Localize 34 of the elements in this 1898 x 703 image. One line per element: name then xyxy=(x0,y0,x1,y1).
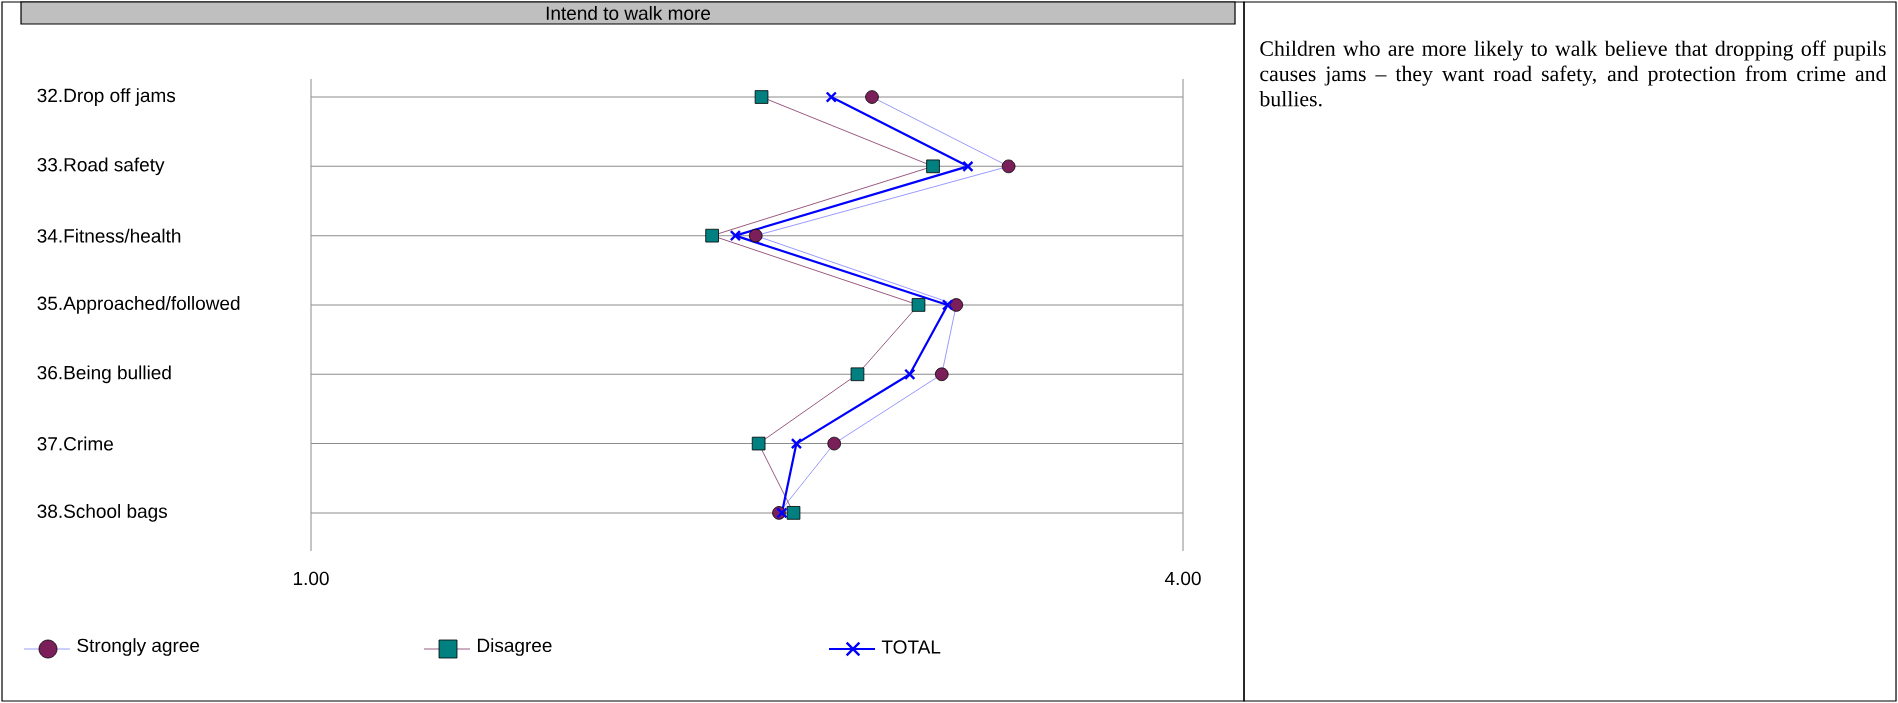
legend-label: Disagree xyxy=(477,638,552,656)
point xyxy=(748,228,763,243)
point xyxy=(729,229,742,242)
point xyxy=(850,367,865,382)
point xyxy=(790,437,803,450)
chart-title: Intend to walk more xyxy=(546,6,711,20)
y-tick-label: 33.Road safety xyxy=(37,157,165,176)
y-tick-label: 38.School bags xyxy=(37,504,167,522)
point xyxy=(962,160,974,173)
y-tick-label: 37.Crime xyxy=(37,436,113,451)
point xyxy=(786,506,801,520)
y-tick-label: 34.Fitness/health xyxy=(37,228,181,243)
x-tick-label: 4.00 xyxy=(1164,571,1201,586)
text: Children who are more likely to walk believe that dropping off pupils causes jams – they want road safety, and protection from crime and bullies. xyxy=(1259,40,1887,107)
point xyxy=(941,299,954,311)
point xyxy=(825,91,838,103)
point xyxy=(911,298,926,312)
point xyxy=(904,368,916,380)
point xyxy=(865,90,879,104)
point xyxy=(949,298,964,312)
point xyxy=(926,159,940,174)
legend-label: Strongly agree xyxy=(77,638,200,656)
y-tick-label: 32.Drop off jams xyxy=(37,88,176,106)
point xyxy=(776,507,788,519)
point xyxy=(751,436,766,451)
y-tick-label: 36.Being bullied xyxy=(37,365,171,384)
point xyxy=(934,367,949,382)
y-tick-label: 35.Approached/followed xyxy=(37,296,240,314)
legend-label: TOTAL xyxy=(881,640,941,654)
x-tick-label: 1.00 xyxy=(293,571,329,586)
point xyxy=(1001,159,1016,174)
point xyxy=(827,436,842,451)
point xyxy=(705,228,719,243)
point xyxy=(754,90,769,104)
